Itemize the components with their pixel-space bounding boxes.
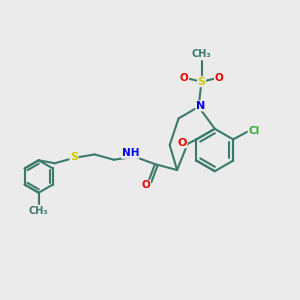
Text: O: O [180,73,188,83]
Text: O: O [178,138,187,148]
Text: N: N [196,101,205,111]
Text: CH₃: CH₃ [29,206,49,216]
Text: CH₃: CH₃ [192,49,211,59]
Text: NH: NH [122,148,139,158]
Text: S: S [70,152,78,162]
Text: O: O [214,73,223,83]
Text: Cl: Cl [248,126,260,136]
Text: O: O [142,180,151,190]
Text: S: S [197,77,206,87]
